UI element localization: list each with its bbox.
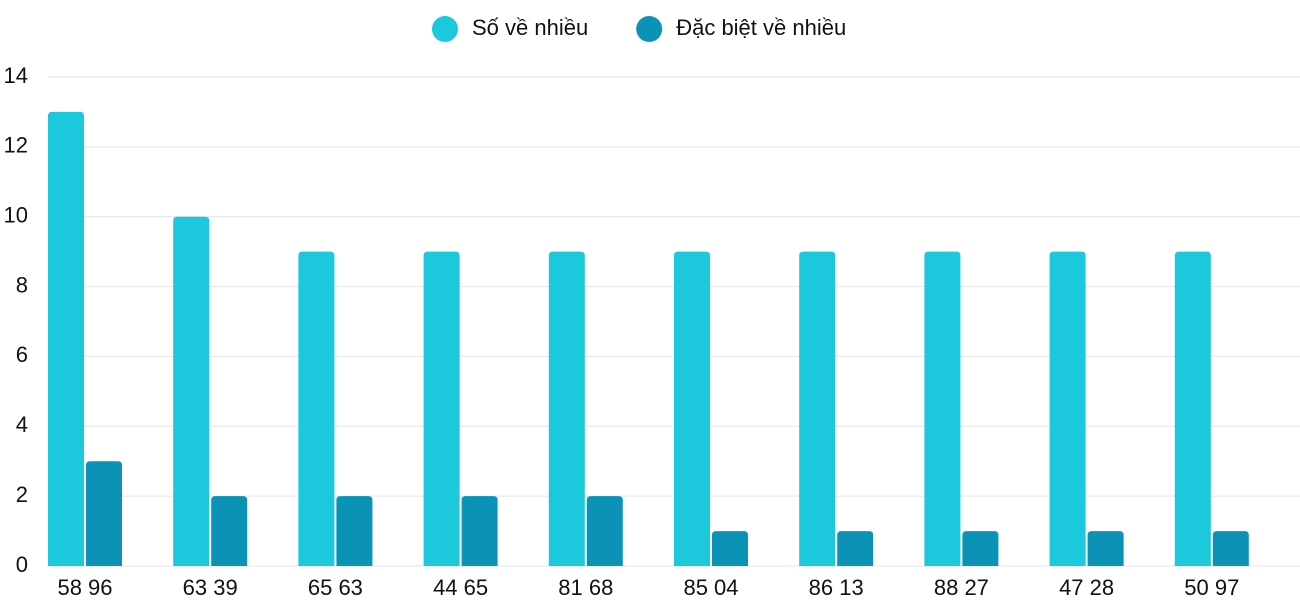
x-tick-label: 44 65 xyxy=(433,575,488,600)
bar xyxy=(423,251,460,566)
bar xyxy=(173,216,210,566)
bar xyxy=(461,496,498,566)
bar xyxy=(799,251,836,566)
bar xyxy=(86,461,122,566)
bar xyxy=(48,111,84,566)
x-tick-label: 86 13 xyxy=(809,575,864,600)
x-tick-label: 85 04 xyxy=(683,575,738,600)
bar xyxy=(674,251,710,566)
x-tick-label: 50 97 xyxy=(1184,575,1239,600)
x-tick-label: 81 68 xyxy=(558,575,613,600)
y-tick-label: 14 xyxy=(4,63,28,88)
bar xyxy=(837,531,874,566)
legend-marker xyxy=(432,16,458,42)
x-tick-label: 65 63 xyxy=(308,575,363,600)
bar xyxy=(924,251,961,566)
bar xyxy=(1212,531,1249,566)
bar xyxy=(586,496,623,566)
y-tick-label: 0 xyxy=(16,552,28,577)
legend-label: Đặc biệt về nhiều xyxy=(676,15,846,40)
bar xyxy=(1087,531,1124,566)
y-tick-label: 12 xyxy=(4,133,28,158)
y-tick-label: 10 xyxy=(4,203,28,228)
bar xyxy=(962,531,999,566)
bar xyxy=(712,531,748,566)
bar xyxy=(336,496,373,566)
x-tick-label: 63 39 xyxy=(183,575,238,600)
legend-marker xyxy=(636,16,663,42)
bar xyxy=(1174,251,1211,566)
y-tick-label: 8 xyxy=(16,272,28,297)
y-tick-label: 2 xyxy=(16,482,28,507)
x-tick-label: 58 96 xyxy=(57,575,112,600)
bar xyxy=(211,496,248,566)
bar xyxy=(548,251,585,566)
x-tick-label: 88 27 xyxy=(934,575,989,600)
x-tick-label: 47 28 xyxy=(1059,575,1114,600)
legend-label: Số về nhiều xyxy=(472,15,588,40)
bar xyxy=(298,251,335,566)
y-tick-label: 6 xyxy=(16,342,28,367)
y-tick-label: 4 xyxy=(16,412,28,437)
bar xyxy=(1049,251,1086,566)
